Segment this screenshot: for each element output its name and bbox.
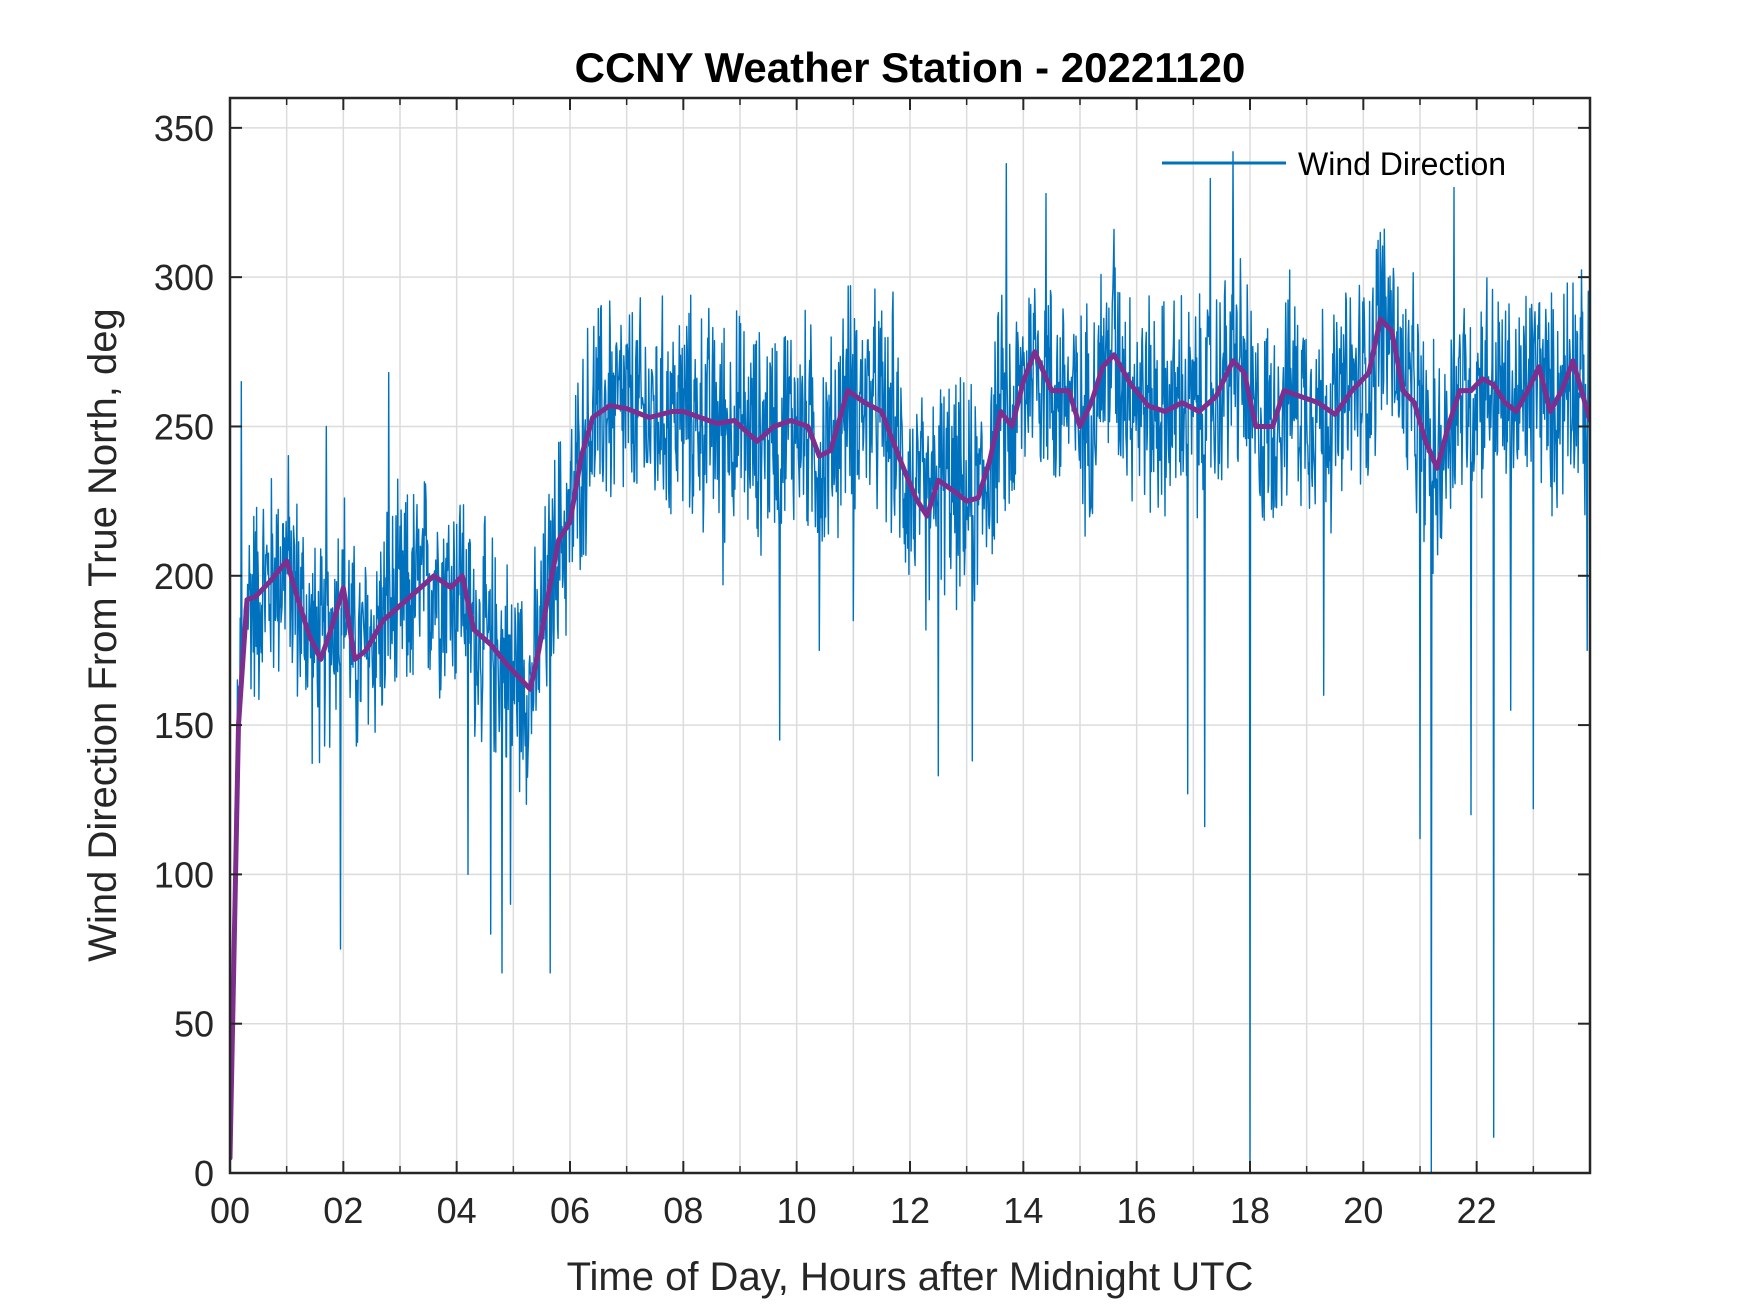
y-tick-label: 200: [154, 556, 214, 597]
x-tick-label: 14: [1003, 1190, 1043, 1231]
x-tick-label: 22: [1457, 1190, 1497, 1231]
x-tick-label: 02: [323, 1190, 363, 1231]
grid-lines: [230, 98, 1590, 1173]
x-tick-label: 00: [210, 1190, 250, 1231]
y-tick-label: 250: [154, 406, 214, 447]
x-tick-label: 04: [437, 1190, 477, 1231]
y-tick-label: 0: [194, 1153, 214, 1194]
x-tick-label: 10: [777, 1190, 817, 1231]
series-line-running-average: [230, 316, 1590, 1161]
series-line-wind-direction: [230, 151, 1590, 1173]
y-tick-label: 300: [154, 257, 214, 298]
legend: Wind Direction: [1162, 146, 1506, 182]
y-axis-label: Wind Direction From True North, deg: [81, 308, 125, 962]
x-tick-label: 20: [1343, 1190, 1383, 1231]
y-tick-label: 150: [154, 705, 214, 746]
y-tick-label: 100: [154, 854, 214, 895]
chart-title: CCNY Weather Station - 20221120: [575, 44, 1246, 91]
plot-area: [230, 151, 1590, 1173]
tick-labels: 00 02 04 06 08 10 12 14 16 18 20 22 0 50 100 150 200 250 3…: [154, 108, 1497, 1231]
x-tick-label: 12: [890, 1190, 930, 1231]
y-tick-label: 50: [174, 1004, 214, 1045]
x-tick-label: 18: [1230, 1190, 1270, 1231]
x-tick-label: 06: [550, 1190, 590, 1231]
legend-label-wind-direction: Wind Direction: [1298, 146, 1506, 182]
x-axis-label: Time of Day, Hours after Midnight UTC: [567, 1255, 1254, 1299]
axes: [228, 96, 1592, 1175]
x-tick-label: 16: [1117, 1190, 1157, 1231]
y-tick-label: 350: [154, 108, 214, 149]
x-tick-label: 08: [663, 1190, 703, 1231]
